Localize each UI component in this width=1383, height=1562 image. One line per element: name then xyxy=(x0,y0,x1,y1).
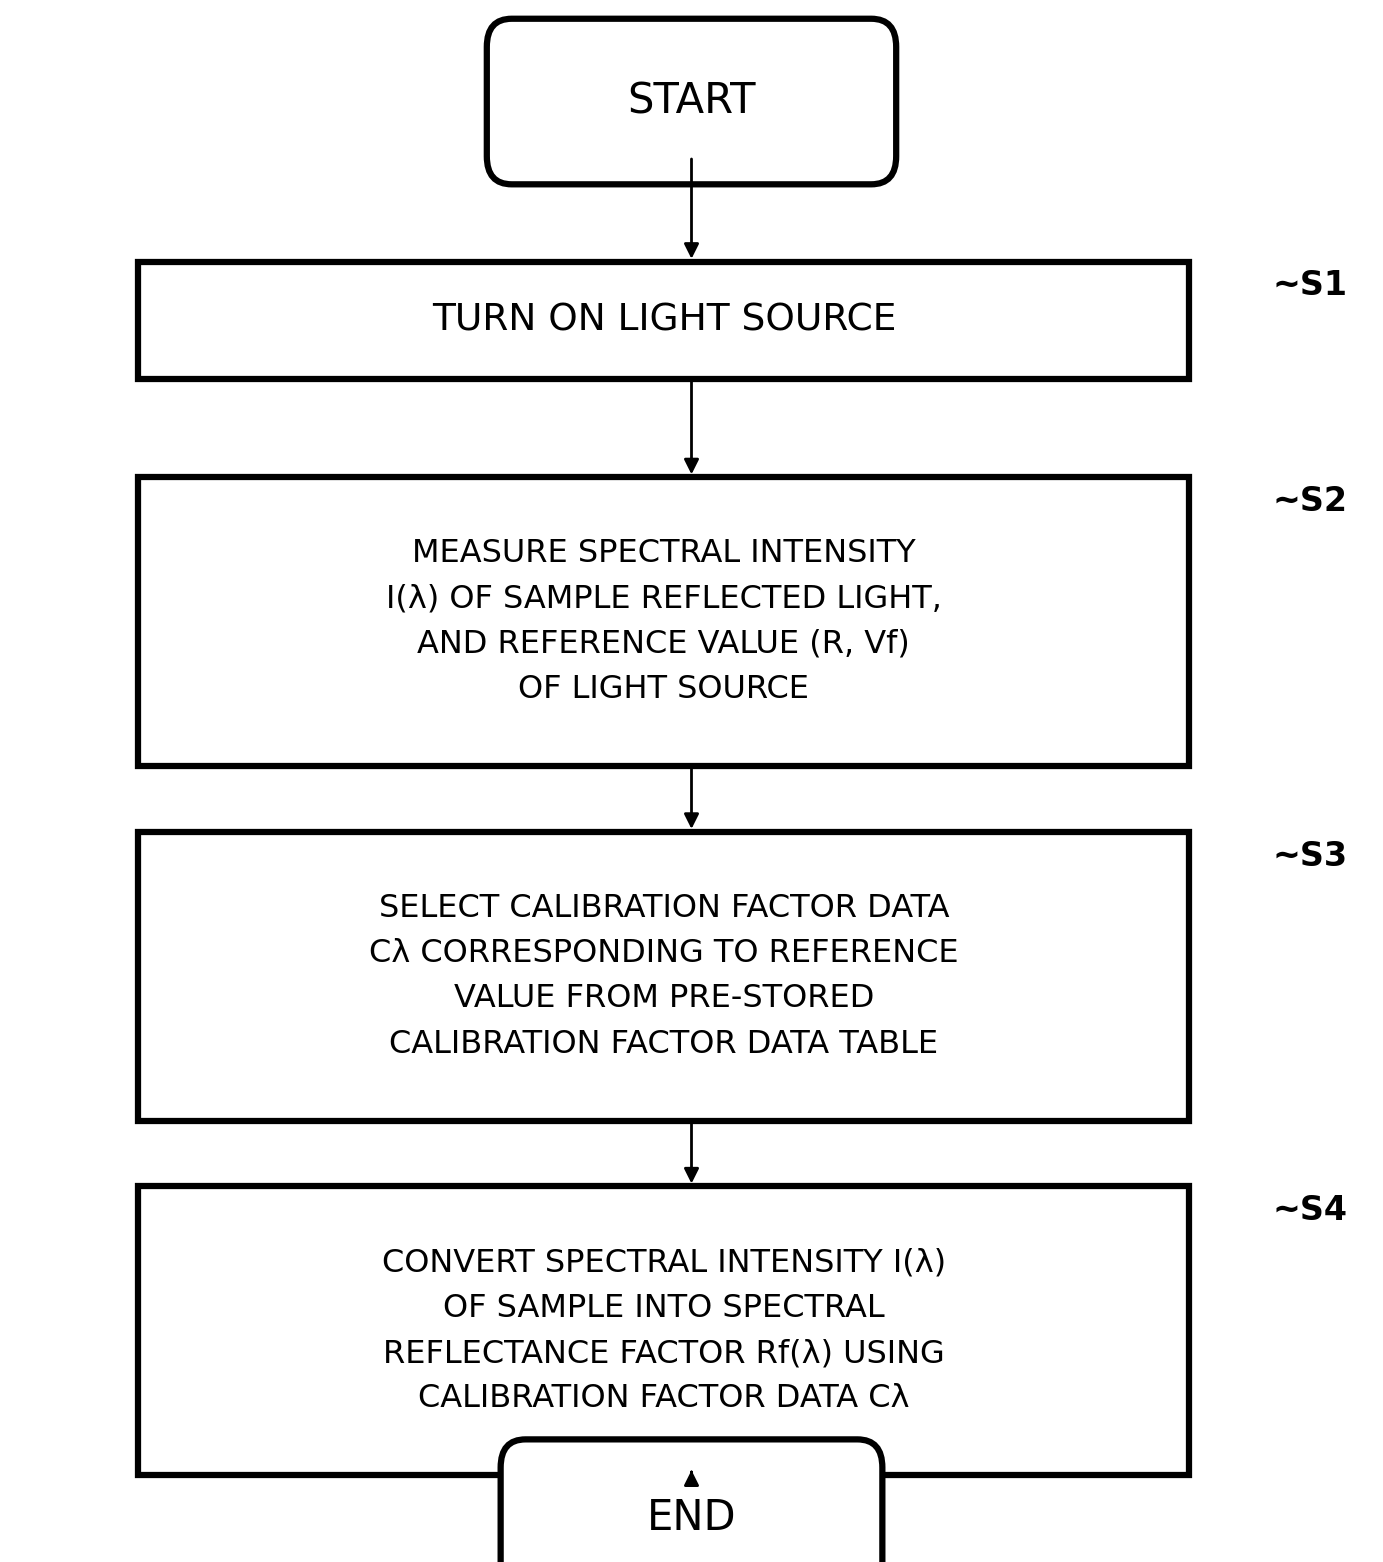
Bar xyxy=(138,478,1189,767)
Bar xyxy=(138,261,1189,378)
Text: CONVERT SPECTRAL INTENSITY I(λ)
OF SAMPLE INTO SPECTRAL
REFLECTANCE FACTOR Rf(λ): CONVERT SPECTRAL INTENSITY I(λ) OF SAMPL… xyxy=(382,1246,946,1415)
Bar xyxy=(138,833,1189,1122)
Text: ~S3: ~S3 xyxy=(1272,840,1347,873)
Text: TURN ON LIGHT SOURCE: TURN ON LIGHT SOURCE xyxy=(431,301,896,339)
Text: START: START xyxy=(628,81,755,122)
Text: ~S4: ~S4 xyxy=(1272,1193,1347,1228)
Bar xyxy=(138,1187,1189,1475)
Text: END: END xyxy=(647,1498,736,1539)
Text: SELECT CALIBRATION FACTOR DATA
Cλ CORRESPONDING TO REFERENCE
VALUE FROM PRE-STOR: SELECT CALIBRATION FACTOR DATA Cλ CORRES… xyxy=(369,892,958,1061)
FancyBboxPatch shape xyxy=(501,1440,882,1562)
Text: ~S1: ~S1 xyxy=(1272,269,1347,303)
Text: MEASURE SPECTRAL INTENSITY
I(λ) OF SAMPLE REFLECTED LIGHT,
AND REFERENCE VALUE (: MEASURE SPECTRAL INTENSITY I(λ) OF SAMPL… xyxy=(386,537,942,706)
Text: ~S2: ~S2 xyxy=(1272,484,1347,519)
FancyBboxPatch shape xyxy=(487,19,896,184)
